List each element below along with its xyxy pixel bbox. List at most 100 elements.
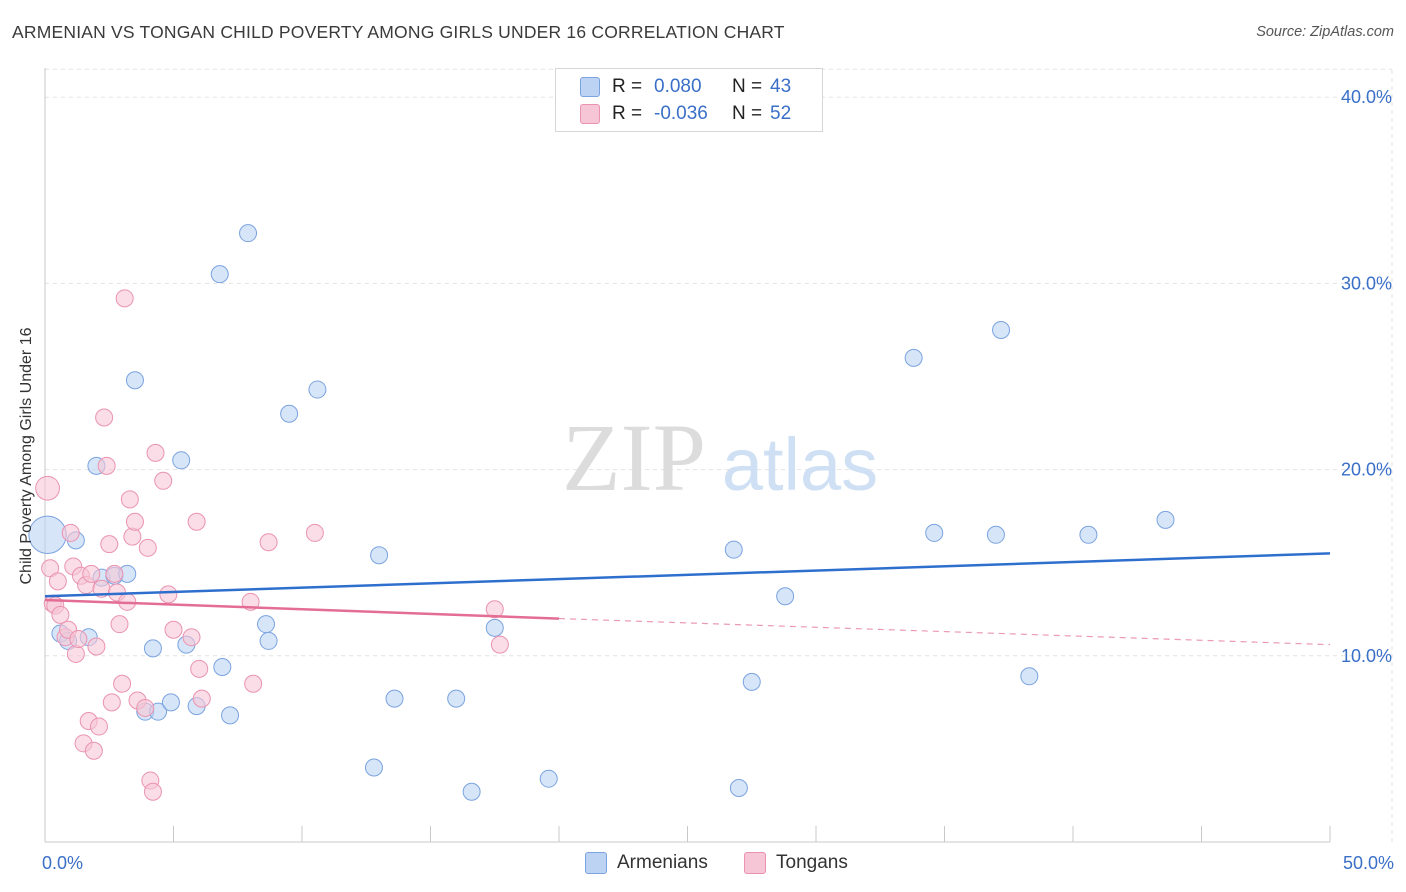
armenian-point [925,523,944,542]
armenian-point [364,758,383,777]
y-tick-label: 40.0% [1341,87,1392,107]
tongan-point [51,605,70,624]
armenian-point [904,348,923,367]
tongan-point [95,408,114,427]
tongan-point [490,635,509,654]
tongans-swatch [580,104,600,124]
legend-item-tongans[interactable]: Tongans [744,852,848,874]
armenian-point [385,689,404,708]
tongan-point [48,572,67,591]
armenian-point [161,693,180,712]
tongans-legend-swatch [744,852,766,874]
armenian-point [539,769,558,788]
legend-row-armenians: R = 0.080 N = 43 [580,74,791,100]
y-tick-label: 20.0% [1341,460,1392,480]
legend-item-armenians[interactable]: Armenians [585,852,708,874]
trend-layer [44,552,1331,646]
tongan-point [159,585,178,604]
armenian-point [1079,525,1098,544]
tongan-point [66,644,85,663]
y-tick-label: 30.0% [1341,273,1392,293]
tongan-point [125,512,144,531]
source-label: Source: ZipAtlas.com [1256,24,1394,40]
tick-labels: 10.0% 20.0% 30.0% 40.0% 0.0% 50.0% [42,87,1394,873]
armenian-point [776,587,795,606]
tongan-point [89,717,108,736]
x-tick-label: 0.0% [42,853,83,873]
armenians-trend-line [44,552,1331,598]
tongan-point [115,289,134,308]
armenian-point [257,615,276,634]
tongan-point [61,523,80,542]
armenian-point [992,320,1011,339]
watermark-atlas: atlas [722,423,878,506]
tongans-trend-line [44,598,560,620]
armenian-point [172,451,191,470]
tongan-point [35,475,60,501]
tongan-point [100,535,119,554]
tongan-point [244,674,263,693]
tongan-point [69,630,88,649]
correlation-legend: R = 0.080 N = 43 R = -0.036 N = 52 [555,68,823,132]
tongans-legend-label: Tongans [776,852,848,873]
tongan-point [123,527,142,546]
armenian-point [210,265,229,284]
tongan-point [190,659,209,678]
y-axis-title: Child Poverty Among Girls Under 16 [18,327,35,585]
r-label: R = [612,103,643,124]
tongan-point [138,538,157,557]
armenian-point [485,618,504,637]
tongan-point [305,523,324,542]
tongans-n-value: 52 [770,103,792,124]
armenian-point [729,779,748,798]
tongan-point [113,674,132,693]
armenian-point [986,525,1005,544]
armenians-n-value: 43 [770,76,792,97]
armenian-point [221,706,240,725]
tongan-point [164,620,183,639]
tongans-r-value: -0.036 [654,103,708,124]
tongan-point [105,564,124,583]
tongan-point [84,741,103,760]
points-layer [28,224,1175,801]
legend-row-tongans: R = -0.036 N = 52 [580,101,791,127]
armenian-point [1156,510,1175,529]
tongan-point [187,512,206,531]
armenian-point [280,404,299,423]
tongan-point [485,600,504,619]
armenian-point [259,631,278,650]
chart-title: ARMENIAN VS TONGAN CHILD POVERTY AMONG G… [12,22,785,42]
armenian-point [742,672,761,691]
tongan-point [97,456,116,475]
tongan-point [110,615,129,634]
tongan-point [136,698,155,717]
series-legend: Armenians Tongans [0,852,1406,876]
y-tick-label: 10.0% [1341,646,1392,666]
armenian-point [447,689,466,708]
r-label: R = [612,76,643,97]
armenian-point [1020,667,1039,686]
armenians-r-value: 0.080 [654,76,702,97]
tongan-point [146,443,165,462]
x-tick-label: 50.0% [1343,853,1394,873]
armenians-swatch [580,77,600,97]
armenian-point [143,639,162,658]
tongans-trend-extension [558,617,1331,646]
n-label: N = [732,76,763,97]
tongan-point [259,533,278,552]
armenian-point [724,540,743,559]
tongan-point [87,637,106,656]
n-label: N = [732,103,763,124]
armenian-point [213,657,232,676]
armenian-point [370,546,389,565]
armenian-point [125,371,144,390]
tongan-point [143,782,162,801]
tongan-point [192,689,211,708]
armenians-legend-swatch [585,852,607,874]
armenians-legend-label: Armenians [617,852,708,873]
grid-layer [45,68,1393,842]
watermark-zip: ZIP [562,404,706,511]
axis-layer [44,68,1331,843]
armenian-point [308,380,327,399]
tongan-point [182,628,201,647]
